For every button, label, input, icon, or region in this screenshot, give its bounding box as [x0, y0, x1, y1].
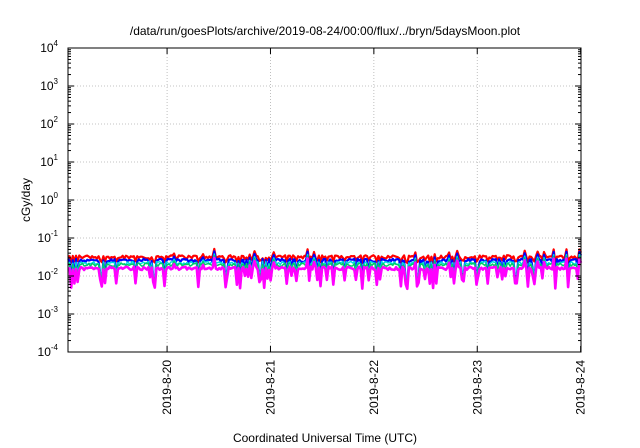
- x-tick-label: 2019-8-24: [574, 360, 588, 415]
- series-line: [67, 256, 583, 291]
- x-tick-label: 2019-8-21: [263, 360, 277, 415]
- y-tick-label: 10-4: [38, 343, 59, 359]
- y-tick-label: 102: [40, 115, 58, 131]
- x-tick-label: 2019-8-20: [160, 360, 174, 415]
- y-tick-label: 100: [40, 191, 58, 207]
- x-tick-label: 2019-8-22: [367, 360, 381, 415]
- y-tick-label: 104: [40, 39, 58, 55]
- y-tick-label: 103: [40, 77, 58, 93]
- y-tick-label: 10-1: [38, 229, 59, 245]
- y-axis-label: cGy/day: [19, 178, 33, 222]
- x-axis-label: Coordinated Universal Time (UTC): [233, 431, 417, 445]
- x-tick-label: 2019-8-23: [470, 360, 484, 415]
- series-layer: [67, 247, 583, 291]
- y-tick-label: 10-3: [38, 305, 59, 321]
- series-line: [67, 247, 582, 264]
- chart-title: /data/run/goesPlots/archive/2019-08-24/0…: [130, 24, 521, 38]
- plot-frame: [67, 47, 582, 353]
- y-ticks: 104 103 102 101 100 10-1 10-2 10-3 10-4: [38, 39, 581, 359]
- x-ticks: 2019-8-20 2019-8-21 2019-8-22 2019-8-23 2019…: [160, 48, 588, 415]
- y-tick-label: 101: [40, 153, 58, 169]
- grid: [68, 48, 581, 352]
- y-tick-label: 10-2: [38, 267, 59, 283]
